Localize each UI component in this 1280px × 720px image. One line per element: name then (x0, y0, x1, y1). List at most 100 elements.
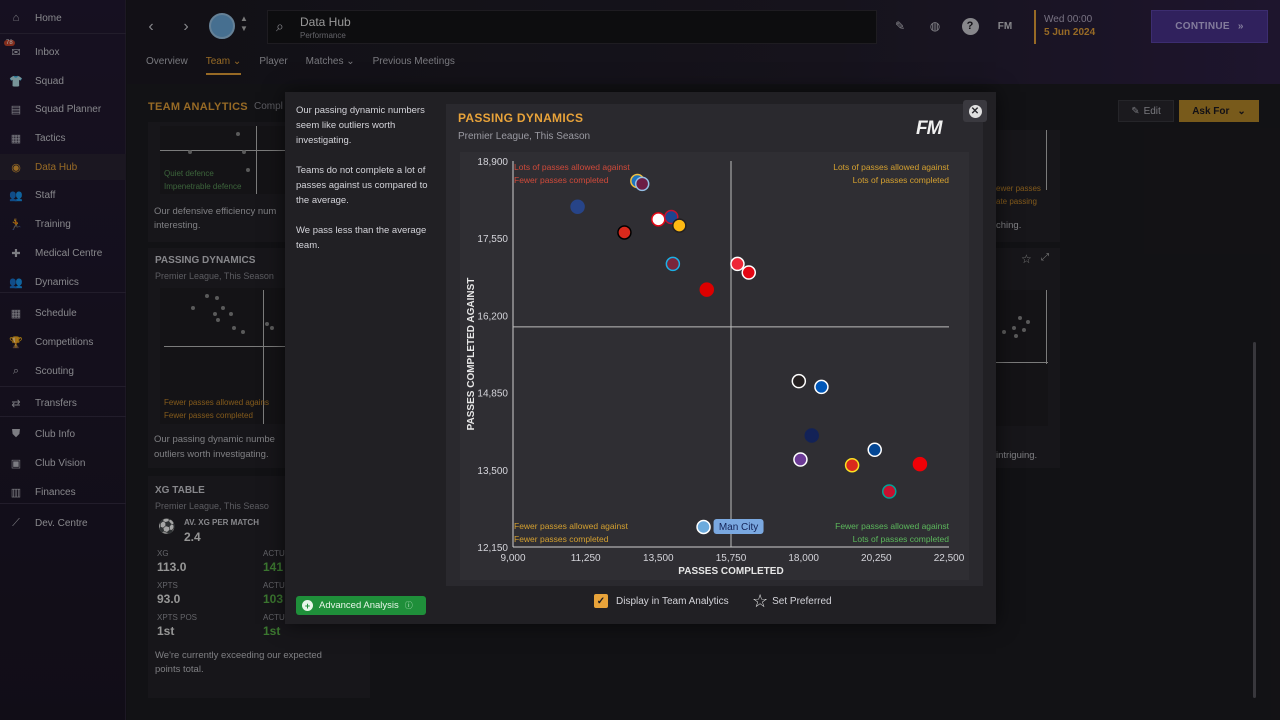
sidebar-item-club-vision[interactable]: ▣ Club Vision (0, 450, 126, 476)
squad-planner-icon: ▤ (10, 103, 22, 116)
sidebar-item-training[interactable]: 🏃 Training (0, 211, 126, 237)
team-crest-point (730, 256, 745, 272)
help-icon[interactable]: ? (960, 16, 980, 36)
sidebar-item-home[interactable]: ⌂ Home (0, 5, 126, 31)
pencil-icon[interactable]: ✎ (894, 19, 906, 33)
edit-button[interactable]: ✎ Edit (1118, 100, 1174, 122)
fm-menu-icon[interactable]: FM (997, 20, 1013, 32)
sidebar-item-data-hub[interactable]: ◉ Data Hub (0, 154, 126, 180)
y-tick-label: 12,150 (477, 543, 508, 554)
sidebar-item-dynamics[interactable]: 👥 Dynamics (0, 269, 126, 295)
medical-icon: ✚ (11, 247, 21, 260)
search-box[interactable]: ⌕ Data Hub Performance (267, 10, 877, 44)
xg-subtitle: Premier League, This Seaso (155, 501, 269, 511)
tab-bar: Overview Team ⌄ Player Matches ⌄ Previous Me… (146, 56, 473, 75)
team-crest-point (570, 199, 585, 214)
sidebar-item-dev-centre[interactable]: ⟋ Dev. Centre (0, 510, 126, 536)
forward-icon[interactable]: › (183, 18, 189, 35)
mini-axis (1046, 130, 1047, 190)
close-button[interactable]: ✕ (963, 100, 987, 122)
team-crest-point (651, 212, 666, 227)
date-day: Wed 00:00 (1044, 14, 1093, 25)
star-icon[interactable]: ☆ (752, 591, 769, 611)
sidebar-item-schedule[interactable]: ▦ Schedule (0, 300, 126, 326)
sidebar-item-label: Squad Planner (35, 103, 102, 115)
mini-quadrant-label: ewer passes (996, 184, 1041, 193)
defensive-text: interesting. (154, 220, 201, 231)
team-analytics-title: TEAM ANALYTICS (148, 101, 248, 113)
sidebar-item-inbox[interactable]: ✉ Inbox 78 (0, 39, 126, 65)
team-crest-point (791, 373, 807, 389)
x-tick-label: 18,000 (788, 553, 819, 564)
club-crest-icon[interactable] (209, 13, 235, 39)
crest-switch-icon[interactable]: ▲ ▼ (240, 14, 248, 33)
defensive-mini-chart (160, 126, 286, 194)
expand-icon[interactable]: ⤢ (1041, 252, 1049, 263)
date-date: 5 Jun 2024 (1044, 27, 1096, 38)
unread-badge: 78 (4, 40, 15, 46)
y-tick-label: 18,900 (477, 157, 508, 168)
mini-dot (1014, 334, 1018, 338)
team-analytics-subtitle: Compl (254, 101, 283, 112)
sidebar-item-club-info[interactable]: ⛊ Club Info (0, 421, 126, 447)
sidebar-item-transfers[interactable]: ⇄ Transfers (0, 390, 126, 416)
quadrant-label: Fewer passes completed (514, 534, 609, 544)
advanced-analysis-button[interactable]: + Advanced Analysis ⓘ (296, 596, 426, 615)
insight-text: Teams do not complete a lot of passes ag… (296, 165, 428, 206)
right-card-text: ching. (996, 220, 1022, 231)
team-crest-point (634, 176, 650, 192)
globe-icon[interactable]: ◍ (929, 19, 941, 33)
right-card[interactable] (996, 130, 1060, 242)
club-info-icon: ⛊ (11, 427, 21, 440)
insights-panel: Our passing dynamic numbers seem like ou… (296, 103, 440, 268)
team-crest-point (793, 452, 808, 467)
sidebar-item-squad[interactable]: 👕 Squad (0, 68, 126, 94)
mini-card-subtitle: Premier League, This Season (155, 271, 274, 281)
sidebar-item-scouting[interactable]: ⌕ Scouting (0, 358, 126, 384)
search-title: Data Hub (300, 15, 351, 29)
x-tick-label: 9,000 (500, 553, 525, 564)
sidebar-item-tactics[interactable]: ▦ Tactics (0, 125, 126, 151)
scrollbar[interactable] (1253, 342, 1256, 698)
sidebar-item-staff[interactable]: 👥 Staff (0, 182, 126, 208)
xpts-pos-label: XPTS POS (157, 613, 198, 622)
team-crest-point (699, 282, 715, 297)
search-icon: ⌕ (276, 18, 284, 34)
star-icon[interactable]: ☆ (1021, 252, 1032, 266)
x-tick-label: 22,500 (934, 553, 965, 564)
xg-title: XG TABLE (155, 485, 205, 496)
tab-player[interactable]: Player (259, 56, 288, 67)
home-icon: ⌂ (12, 12, 20, 24)
quadrant-label: Lots of passes allowed against (514, 162, 630, 172)
tab-previous-meetings[interactable]: Previous Meetings (372, 56, 455, 67)
sidebar-item-medical-centre[interactable]: ✚ Medical Centre (0, 240, 126, 266)
tab-team[interactable]: Team ⌄ (205, 56, 242, 75)
y-tick-label: 16,200 (477, 311, 508, 322)
xpts-pos-value: 1st (157, 624, 175, 638)
tab-overview[interactable]: Overview (146, 56, 188, 67)
team-crest-point (741, 265, 757, 280)
check-icon[interactable]: ✓ (594, 594, 608, 608)
x-axis-label: PASSES COMPLETED (678, 566, 783, 577)
fm-logo: FM (916, 118, 942, 139)
sidebar-item-finances[interactable]: ▥ Finances (0, 479, 126, 505)
set-preferred-option[interactable]: ☆ Set Preferred (752, 591, 832, 611)
inbox-icon: ✉ (11, 46, 21, 59)
back-icon[interactable]: ‹ (148, 18, 154, 35)
display-in-team-analytics-option[interactable]: ✓ Display in Team Analytics (594, 594, 729, 608)
actual-label: ACTU (263, 613, 285, 622)
mini-axis (160, 150, 286, 151)
transfers-icon: ⇄ (11, 397, 21, 410)
ask-for-button[interactable]: Ask For ⌄ (1179, 100, 1259, 122)
mini-axis (1046, 290, 1047, 364)
mini-dot (246, 168, 250, 172)
sidebar-item-competitions[interactable]: 🏆 Competitions (0, 329, 126, 355)
dynamics-icon: 👥 (9, 276, 23, 289)
sidebar-item-squad-planner[interactable]: ▤ Squad Planner (0, 96, 126, 122)
mini-dot (221, 306, 225, 310)
continue-button[interactable]: CONTINUE » (1151, 10, 1268, 43)
tab-matches[interactable]: Matches ⌄ (305, 56, 355, 67)
sidebar-item-label: Club Info (35, 428, 76, 440)
staff-icon: 👥 (9, 189, 23, 202)
mini-dot (215, 296, 219, 300)
